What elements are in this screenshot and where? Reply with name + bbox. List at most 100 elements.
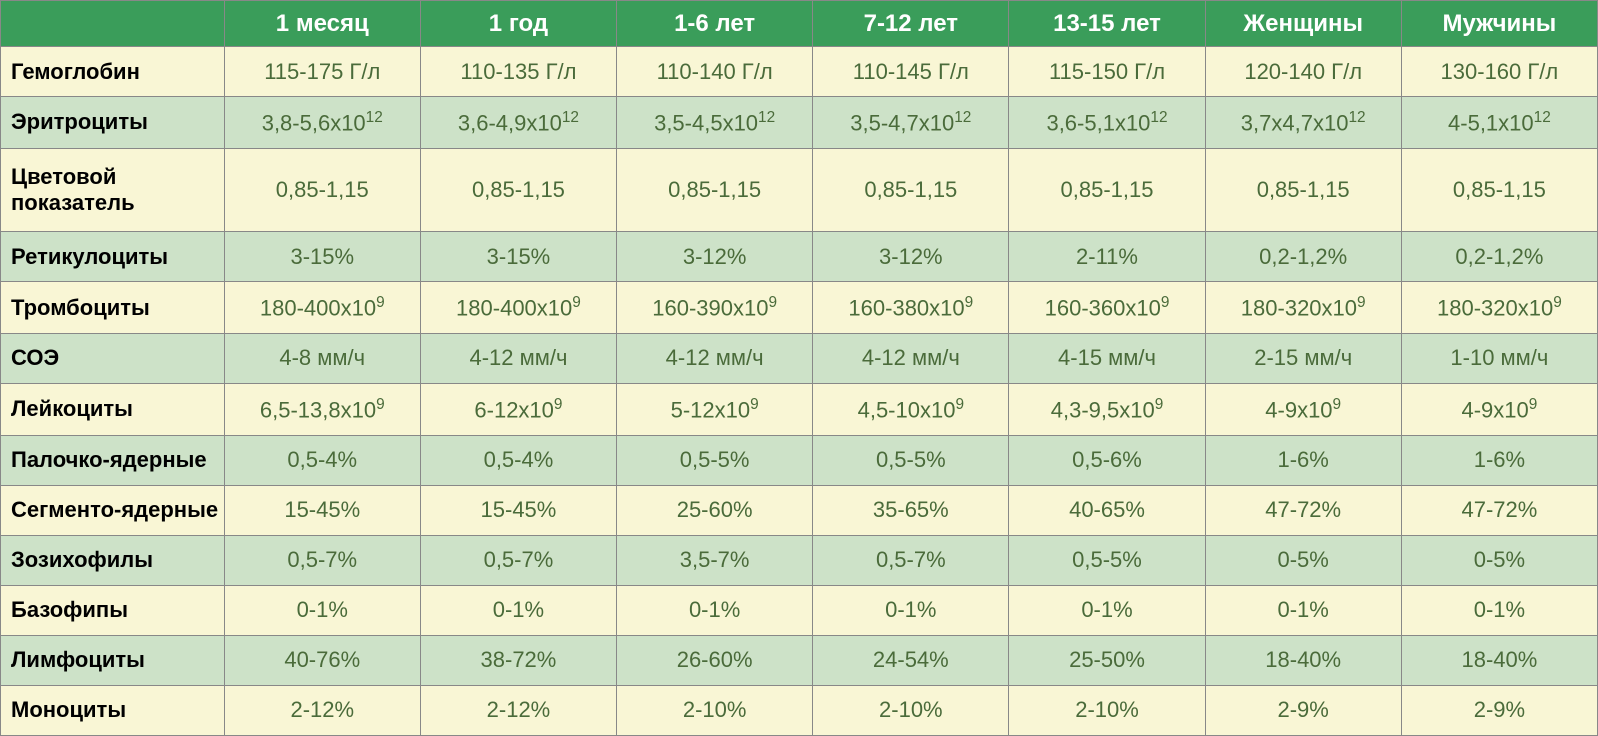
- row-label: СОЭ: [1, 333, 225, 383]
- cell-value: 3,5-4,5x1012: [617, 97, 813, 149]
- cell-value: 3,6-5,1x1012: [1009, 97, 1205, 149]
- cell-value: 0-1%: [617, 585, 813, 635]
- cell-value: 0-1%: [224, 585, 420, 635]
- cell-value: 0-1%: [420, 585, 616, 635]
- cell-value: 3,6-4,9x1012: [420, 97, 616, 149]
- table-row: Гемоглобин115-175 Г/л110-135 Г/л110-140 …: [1, 47, 1598, 97]
- cell-value: 0,5-7%: [224, 535, 420, 585]
- cell-value: 0,2-1,2%: [1401, 232, 1597, 282]
- table-row: СОЭ4-8 мм/ч4-12 мм/ч4-12 мм/ч4-12 мм/ч4-…: [1, 333, 1598, 383]
- cell-value: 110-145 Г/л: [813, 47, 1009, 97]
- cell-value: 0,5-7%: [813, 535, 1009, 585]
- cell-value: 15-45%: [224, 485, 420, 535]
- table-row: Тромбоциты180-400x109180-400x109160-390x…: [1, 282, 1598, 334]
- cell-value: 0,5-5%: [1009, 535, 1205, 585]
- cell-value: 180-400x109: [420, 282, 616, 334]
- cell-value: 160-390x109: [617, 282, 813, 334]
- table-row: Палочко-ядерные0,5-4%0,5-4%0,5-5%0,5-5%0…: [1, 435, 1598, 485]
- cell-value: 115-150 Г/л: [1009, 47, 1205, 97]
- row-label: Зозихофилы: [1, 535, 225, 585]
- cell-value: 0,85-1,15: [813, 148, 1009, 231]
- header-blank: [1, 1, 225, 47]
- cell-value: 2-10%: [813, 685, 1009, 735]
- cell-value: 180-320x109: [1205, 282, 1401, 334]
- table-row: Цветовой показатель0,85-1,150,85-1,150,8…: [1, 148, 1598, 231]
- cell-value: 120-140 Г/л: [1205, 47, 1401, 97]
- cell-value: 4-12 мм/ч: [813, 333, 1009, 383]
- cell-value: 1-6%: [1401, 435, 1597, 485]
- cell-value: 3,5-4,7x1012: [813, 97, 1009, 149]
- row-label: Гемоглобин: [1, 47, 225, 97]
- header-col: 1 год: [420, 1, 616, 47]
- cell-value: 0,85-1,15: [1009, 148, 1205, 231]
- table-row: Лимфоциты40-76%38-72%26-60%24-54%25-50%1…: [1, 635, 1598, 685]
- cell-value: 0,2-1,2%: [1205, 232, 1401, 282]
- cell-value: 35-65%: [813, 485, 1009, 535]
- cell-value: 18-40%: [1205, 635, 1401, 685]
- cell-value: 3,5-7%: [617, 535, 813, 585]
- cell-value: 26-60%: [617, 635, 813, 685]
- cell-value: 0,85-1,15: [1205, 148, 1401, 231]
- cell-value: 25-60%: [617, 485, 813, 535]
- cell-value: 0-1%: [813, 585, 1009, 635]
- cell-value: 5-12x109: [617, 383, 813, 435]
- cell-value: 6-12x109: [420, 383, 616, 435]
- header-col: 13-15 лет: [1009, 1, 1205, 47]
- cell-value: 40-76%: [224, 635, 420, 685]
- table-row: Эритроциты3,8-5,6x10123,6-4,9x10123,5-4,…: [1, 97, 1598, 149]
- cell-value: 2-15 мм/ч: [1205, 333, 1401, 383]
- cell-value: 180-400x109: [224, 282, 420, 334]
- cell-value: 38-72%: [420, 635, 616, 685]
- cell-value: 0,85-1,15: [420, 148, 616, 231]
- cell-value: 0,5-4%: [420, 435, 616, 485]
- cell-value: 2-10%: [617, 685, 813, 735]
- cell-value: 25-50%: [1009, 635, 1205, 685]
- cell-value: 2-9%: [1205, 685, 1401, 735]
- cell-value: 47-72%: [1401, 485, 1597, 535]
- header-col: 1-6 лет: [617, 1, 813, 47]
- table-row: Ретикулоциты3-15%3-15%3-12%3-12%2-11%0,2…: [1, 232, 1598, 282]
- cell-value: 2-10%: [1009, 685, 1205, 735]
- row-label: Сегменто-ядерные: [1, 485, 225, 535]
- cell-value: 2-11%: [1009, 232, 1205, 282]
- row-label: Эритроциты: [1, 97, 225, 149]
- table-row: Базофипы0-1%0-1%0-1%0-1%0-1%0-1%0-1%: [1, 585, 1598, 635]
- cell-value: 180-320x109: [1401, 282, 1597, 334]
- row-label: Тромбоциты: [1, 282, 225, 334]
- cell-value: 0,5-5%: [617, 435, 813, 485]
- table-row: Лейкоциты6,5-13,8x1096-12x1095-12x1094,5…: [1, 383, 1598, 435]
- cell-value: 3,7x4,7x1012: [1205, 97, 1401, 149]
- row-label: Лейкоциты: [1, 383, 225, 435]
- cell-value: 0-5%: [1205, 535, 1401, 585]
- row-label: Ретикулоциты: [1, 232, 225, 282]
- cell-value: 4-15 мм/ч: [1009, 333, 1205, 383]
- cell-value: 2-12%: [420, 685, 616, 735]
- cell-value: 0,85-1,15: [224, 148, 420, 231]
- cell-value: 4-5,1x1012: [1401, 97, 1597, 149]
- cell-value: 3-12%: [813, 232, 1009, 282]
- cell-value: 1-6%: [1205, 435, 1401, 485]
- table-row: Моноциты2-12%2-12%2-10%2-10%2-10%2-9%2-9…: [1, 685, 1598, 735]
- cell-value: 3-15%: [420, 232, 616, 282]
- cell-value: 4-12 мм/ч: [420, 333, 616, 383]
- cell-value: 4-8 мм/ч: [224, 333, 420, 383]
- cell-value: 130-160 Г/л: [1401, 47, 1597, 97]
- cell-value: 4,5-10x109: [813, 383, 1009, 435]
- row-label: Моноциты: [1, 685, 225, 735]
- cell-value: 3,8-5,6x1012: [224, 97, 420, 149]
- header-col: 7-12 лет: [813, 1, 1009, 47]
- cell-value: 2-9%: [1401, 685, 1597, 735]
- cell-value: 160-360x109: [1009, 282, 1205, 334]
- cell-value: 4-9x109: [1205, 383, 1401, 435]
- cell-value: 0,85-1,15: [617, 148, 813, 231]
- cell-value: 4,3-9,5x109: [1009, 383, 1205, 435]
- table-body: Гемоглобин115-175 Г/л110-135 Г/л110-140 …: [1, 47, 1598, 736]
- cell-value: 0,5-6%: [1009, 435, 1205, 485]
- header-col: Женщины: [1205, 1, 1401, 47]
- cell-value: 40-65%: [1009, 485, 1205, 535]
- cell-value: 18-40%: [1401, 635, 1597, 685]
- cell-value: 110-140 Г/л: [617, 47, 813, 97]
- table-header: 1 месяц1 год1-6 лет7-12 лет13-15 летЖенщ…: [1, 1, 1598, 47]
- row-label: Базофипы: [1, 585, 225, 635]
- cell-value: 15-45%: [420, 485, 616, 535]
